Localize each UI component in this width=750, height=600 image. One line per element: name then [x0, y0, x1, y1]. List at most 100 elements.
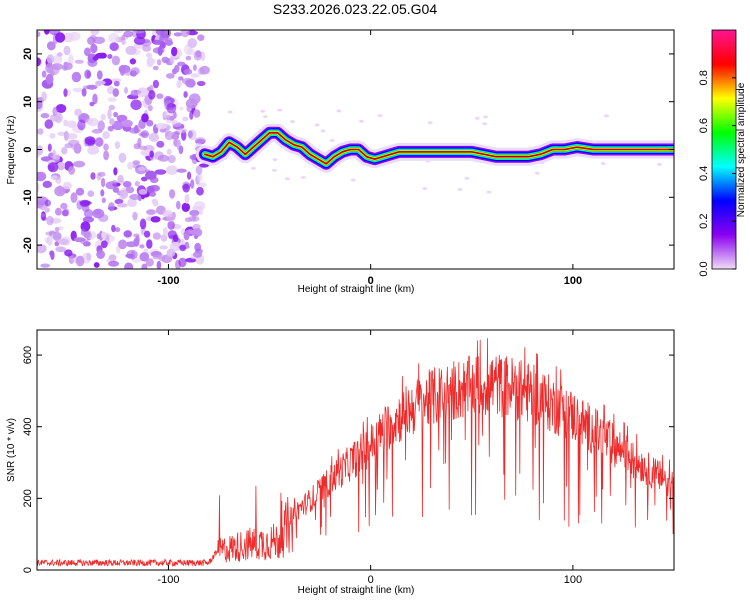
noise-blob	[474, 116, 480, 120]
noise-blob	[199, 163, 209, 168]
noise-blob	[138, 145, 148, 150]
noise-blob	[74, 108, 82, 117]
noise-blob	[100, 177, 106, 188]
noise-blob	[145, 170, 157, 180]
noise-blob	[84, 47, 91, 57]
noise-blob	[146, 239, 153, 249]
noise-blob	[191, 229, 201, 237]
noise-blob	[183, 230, 190, 241]
noise-blob	[100, 240, 108, 249]
noise-blob	[41, 216, 47, 221]
noise-blob	[166, 73, 175, 79]
noise-blob	[187, 130, 193, 139]
noise-blob	[176, 168, 187, 173]
spectrogram-ytick-label: 20	[22, 48, 34, 60]
noise-blob	[137, 166, 146, 172]
noise-blob	[179, 244, 187, 252]
noise-blob	[156, 59, 162, 66]
noise-blob	[534, 171, 540, 175]
noise-blob	[107, 109, 112, 120]
noise-blob	[336, 109, 342, 113]
noise-blob	[62, 181, 72, 190]
noise-blob	[149, 150, 154, 158]
colorbar-label: Normalized spectral amplitude	[736, 82, 747, 217]
spectrogram-xtick-label: 0	[368, 275, 374, 287]
noise-blob	[145, 258, 154, 267]
noise-blob	[152, 65, 159, 71]
noise-blob	[191, 212, 197, 222]
noise-blob	[47, 143, 52, 152]
noise-blob	[113, 30, 124, 34]
noise-blob	[90, 30, 96, 37]
snr-xtick-label: -100	[157, 574, 179, 586]
noise-blob	[89, 101, 95, 107]
noise-blob	[377, 114, 383, 118]
noise-blob	[103, 234, 115, 243]
noise-blob	[137, 137, 142, 148]
noise-blob	[171, 133, 180, 140]
noise-blob	[75, 255, 85, 267]
noise-blob	[165, 119, 178, 124]
colorbar-tick-label: 0.4	[698, 166, 710, 181]
noise-blob	[137, 87, 149, 98]
noise-blob	[96, 250, 105, 259]
noise-blob	[155, 30, 165, 36]
noise-blob	[111, 180, 118, 185]
noise-blob	[162, 226, 168, 236]
spectrogram-xtick-label: 100	[564, 275, 582, 287]
noise-blob	[44, 119, 54, 129]
noise-blob	[148, 132, 159, 142]
noise-blob	[148, 90, 156, 100]
noise-blob	[100, 113, 106, 121]
noise-blob	[116, 114, 128, 122]
noise-blob	[113, 111, 119, 118]
noise-blob	[73, 160, 86, 168]
noise-blob	[61, 147, 68, 155]
noise-blob	[55, 207, 62, 216]
noise-blob	[173, 139, 181, 148]
noise-blob	[63, 45, 71, 56]
noise-blob	[194, 137, 207, 144]
noise-blob	[52, 231, 62, 242]
noise-blob	[108, 260, 119, 267]
noise-blob	[604, 114, 609, 118]
noise-blob	[89, 35, 97, 40]
noise-blob	[160, 234, 168, 242]
noise-blob	[73, 143, 82, 154]
noise-blob	[55, 104, 67, 113]
noise-blob	[170, 55, 175, 65]
noise-blob	[193, 251, 203, 258]
noise-blob	[227, 110, 233, 114]
noise-blob	[138, 189, 148, 195]
noise-blob	[167, 155, 176, 163]
noise-blob	[56, 52, 63, 57]
noise-blob	[92, 93, 98, 105]
noise-blob	[144, 230, 151, 238]
noise-blob	[197, 34, 205, 41]
noise-blob	[107, 54, 113, 59]
noise-blob	[107, 125, 114, 132]
noise-blob	[197, 67, 205, 75]
noise-blob	[40, 113, 50, 119]
noise-blob	[74, 59, 85, 64]
noise-blob	[54, 112, 63, 124]
noise-blob	[166, 102, 177, 114]
noise-blob	[103, 150, 109, 161]
noise-blob	[68, 54, 74, 65]
noise-blob	[111, 78, 122, 83]
noise-blob	[181, 202, 190, 212]
noise-blob	[121, 119, 133, 128]
noise-blob	[93, 36, 105, 44]
noise-blob	[95, 52, 107, 59]
noise-blob	[44, 199, 52, 207]
snr-xtick-label: 100	[564, 574, 582, 586]
noise-blob	[111, 55, 120, 66]
noise-blob	[199, 204, 204, 216]
noise-blob	[483, 115, 489, 119]
noise-blob	[87, 58, 98, 67]
snr-panel: -100 0 100 0 200 400 600 Height of straight li…	[6, 329, 675, 596]
noise-blob	[82, 85, 94, 90]
noise-blob	[189, 110, 194, 120]
noise-blob	[86, 252, 92, 261]
